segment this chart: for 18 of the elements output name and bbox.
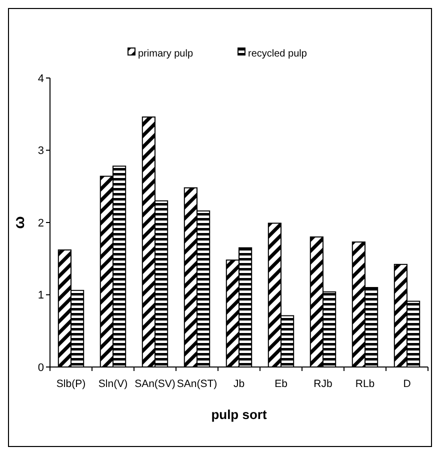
x-tick-label: Jb <box>233 378 245 390</box>
y-tick-label: 2 <box>38 217 44 230</box>
x-tick-label: Sln(V) <box>98 378 128 390</box>
y-tick-label: 3 <box>38 145 44 158</box>
x-tick-label: RJb <box>314 378 332 390</box>
x-tick-label: Eb <box>274 378 288 390</box>
y-tick-label: 0 <box>38 362 44 374</box>
legend-label: primary pulp <box>138 48 194 60</box>
y-tick-label: 4 <box>38 72 44 85</box>
x-tick-label: D <box>403 378 412 390</box>
y-axis-title: ω <box>11 216 28 229</box>
x-tick-label: RLb <box>355 378 375 390</box>
x-tick-label: SAn(SV) <box>134 378 176 390</box>
x-tick-label: Slb(P) <box>56 378 86 390</box>
legend-label: recycled pulp <box>248 48 308 60</box>
x-axis-title: pulp sort <box>211 407 268 422</box>
y-tick-label: 1 <box>38 290 44 302</box>
x-tick-label: SAn(ST) <box>176 378 218 390</box>
